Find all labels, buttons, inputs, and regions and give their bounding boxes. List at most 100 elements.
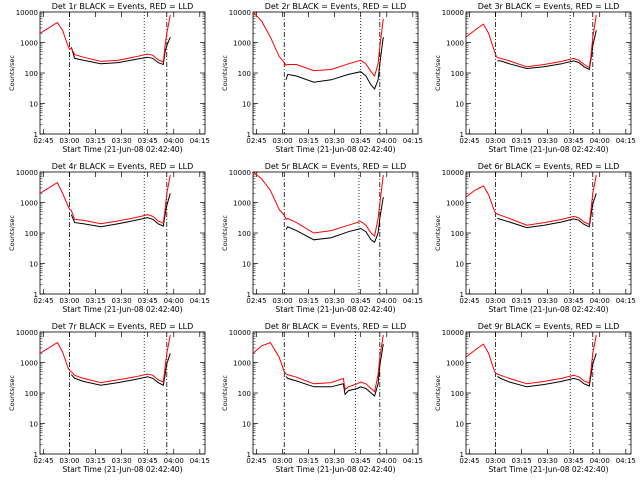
x-axis-label: Start Time (21-Jun-08 02:42:40) [276, 305, 396, 314]
x-tick-label: 03:15 [298, 297, 318, 305]
x-tick-label: 04:00 [164, 297, 184, 305]
x-axis-label: Start Time (21-Jun-08 02:42:40) [276, 465, 396, 474]
y-tick-label: 1000 [20, 200, 38, 208]
x-axis-label: Start Time (21-Jun-08 02:42:40) [63, 305, 183, 314]
x-tick-label: 03:45 [351, 137, 371, 145]
plot-frame [252, 331, 419, 455]
x-tick-label: 02:45 [246, 457, 266, 465]
x-axis-label: Start Time (21-Jun-08 02:42:40) [63, 145, 183, 154]
y-tick-label: 10 [242, 421, 251, 429]
y-tick-label: 10 [455, 101, 464, 109]
detector-panel-9: Det 9r BLACK = Events, RED = LLD 1 10 100 10… [434, 322, 636, 474]
x-tick-label: 03:15 [511, 137, 531, 145]
plot-frame [39, 171, 206, 295]
x-tick-label: 04:15 [403, 297, 423, 305]
panel-title: Det 6r BLACK = Events, RED = LLD [478, 162, 620, 171]
x-tick-label: 02:45 [246, 297, 266, 305]
x-tick-label: 02:45 [33, 457, 53, 465]
y-tick-label: 100 [25, 390, 38, 398]
y-axis-label: Counts/sec [8, 215, 16, 251]
x-tick-label: 03:30 [538, 457, 558, 465]
y-tick-label: 10000 [16, 169, 38, 177]
y-tick-label: 1000 [446, 200, 464, 208]
x-axis-label: Start Time (21-Jun-08 02:42:40) [276, 145, 396, 154]
y-tick-label: 10000 [229, 9, 251, 17]
series-line-lld [466, 334, 597, 385]
y-tick-label: 1000 [233, 40, 251, 48]
x-tick-label: 03:45 [351, 457, 371, 465]
x-tick-label: 04:15 [616, 137, 636, 145]
y-tick-label: 1 [460, 131, 464, 139]
x-tick-label: 03:30 [112, 297, 132, 305]
x-tick-label: 03:45 [564, 137, 584, 145]
y-tick-label: 1000 [20, 360, 38, 368]
x-tick-label: 03:00 [272, 457, 292, 465]
series-line-events [497, 353, 597, 388]
y-tick-label: 10000 [442, 329, 464, 337]
y-tick-label: 10 [242, 101, 251, 109]
x-tick-label: 03:30 [325, 457, 345, 465]
x-axis-label: Start Time (21-Jun-08 02:42:40) [63, 465, 183, 474]
y-tick-label: 100 [451, 390, 464, 398]
x-tick-label: 04:00 [377, 297, 397, 305]
x-tick-label: 03:30 [538, 137, 558, 145]
x-tick-label: 03:15 [298, 137, 318, 145]
x-tick-label: 04:15 [190, 297, 210, 305]
x-tick-label: 03:45 [138, 297, 158, 305]
x-tick-label: 03:00 [272, 137, 292, 145]
panel-title: Det 2r BLACK = Events, RED = LLD [265, 2, 407, 11]
y-axis-label: Counts/sec [434, 375, 442, 411]
plot-frame [39, 331, 206, 455]
detector-panel-1: Det 1r BLACK = Events, RED = LLD 1 10 100 10… [8, 2, 210, 154]
y-tick-label: 100 [25, 230, 38, 238]
x-tick-label: 03:00 [59, 457, 79, 465]
y-tick-label: 1 [247, 291, 251, 299]
series-line-events [70, 193, 171, 228]
x-tick-label: 02:45 [459, 137, 479, 145]
x-tick-label: 03:00 [59, 297, 79, 305]
y-axis-label: Counts/sec [434, 215, 442, 251]
plot-frame [252, 171, 419, 295]
y-tick-label: 1 [34, 131, 38, 139]
y-tick-label: 100 [451, 230, 464, 238]
x-tick-label: 02:45 [246, 137, 266, 145]
x-tick-label: 03:15 [511, 297, 531, 305]
detector-panel-7: Det 7r BLACK = Events, RED = LLD 1 10 100 10… [8, 322, 210, 474]
x-tick-label: 04:00 [164, 457, 184, 465]
series-line-lld [253, 172, 384, 237]
y-axis-label: Counts/sec [221, 215, 229, 251]
plot-frame [39, 11, 206, 135]
y-tick-label: 1000 [20, 40, 38, 48]
x-tick-label: 04:15 [616, 457, 636, 465]
x-tick-label: 03:30 [112, 457, 132, 465]
x-tick-label: 03:45 [351, 297, 371, 305]
x-tick-label: 04:00 [377, 137, 397, 145]
series-line-events [285, 344, 384, 397]
detector-panel-2: Det 2r BLACK = Events, RED = LLD 1 10 100 10… [221, 2, 423, 154]
detector-panel-3: Det 3r BLACK = Events, RED = LLD 1 10 100 10… [434, 2, 636, 154]
y-tick-label: 1000 [446, 360, 464, 368]
x-tick-label: 04:15 [403, 457, 423, 465]
panel-title: Det 5r BLACK = Events, RED = LLD [265, 162, 407, 171]
x-tick-label: 04:00 [590, 297, 610, 305]
panel-title: Det 3r BLACK = Events, RED = LLD [478, 2, 620, 11]
panel-title: Det 4r BLACK = Events, RED = LLD [52, 162, 194, 171]
x-axis-label: Start Time (21-Jun-08 02:42:40) [489, 465, 609, 474]
y-tick-label: 10 [455, 421, 464, 429]
y-axis-label: Counts/sec [221, 55, 229, 91]
x-tick-label: 02:45 [459, 457, 479, 465]
x-tick-label: 03:15 [85, 137, 105, 145]
series-line-events [497, 30, 597, 71]
y-tick-label: 100 [25, 70, 38, 78]
y-tick-label: 1 [460, 291, 464, 299]
detector-panel-4: Det 4r BLACK = Events, RED = LLD 1 10 100 10… [8, 162, 210, 314]
x-tick-label: 04:15 [190, 137, 210, 145]
plot-frame [465, 331, 632, 455]
y-axis-label: Counts/sec [221, 375, 229, 411]
x-tick-label: 03:45 [564, 457, 584, 465]
y-axis-label: Counts/sec [434, 55, 442, 91]
series-line-lld [40, 174, 171, 225]
y-tick-label: 1 [460, 451, 464, 459]
series-line-events [285, 197, 384, 243]
